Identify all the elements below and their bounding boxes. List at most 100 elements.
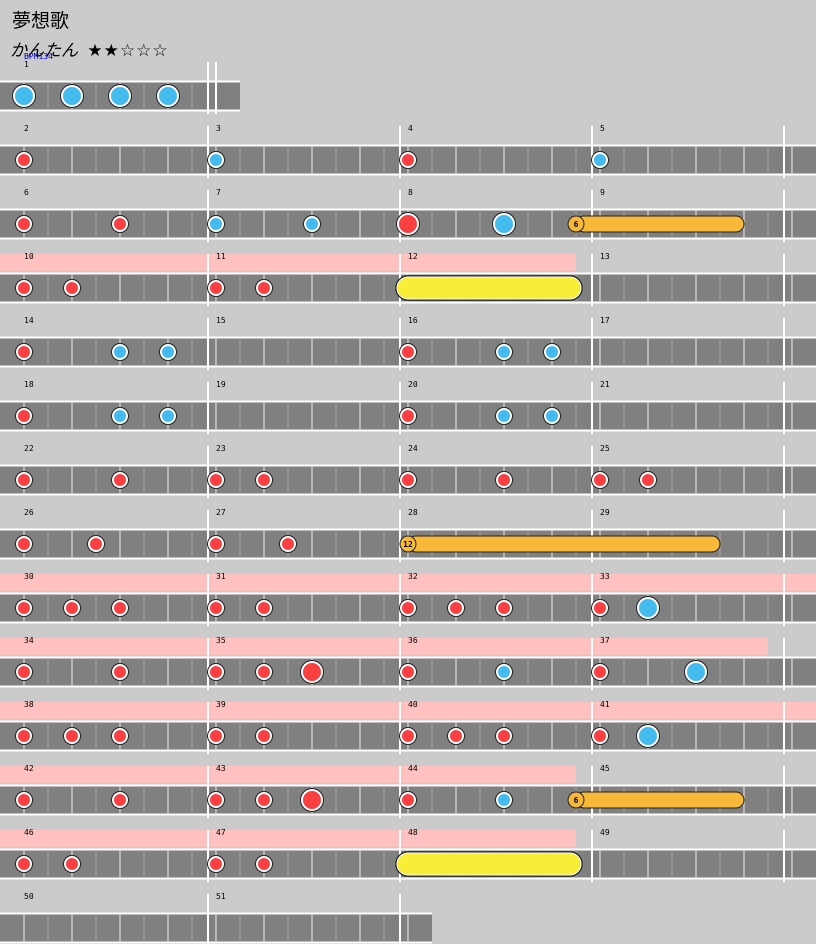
note-face [498, 730, 510, 742]
note-face [18, 218, 30, 230]
measure-number: 24 [408, 444, 418, 453]
big-ka-note [492, 212, 516, 236]
note-face [18, 538, 30, 550]
note-face [594, 730, 606, 742]
measure-number: 46 [24, 828, 34, 837]
don-note [255, 727, 273, 745]
don-note [15, 535, 33, 553]
don-note [207, 791, 225, 809]
ka-note [591, 151, 609, 169]
don-note [255, 471, 273, 489]
measure-number: 18 [24, 380, 34, 389]
don-note [207, 663, 225, 681]
measure-number: 17 [600, 316, 610, 325]
measure-number: 2 [24, 124, 29, 133]
measure-number: 39 [216, 700, 226, 709]
chart-row: 18 19 20 21 [0, 380, 816, 434]
note-face [282, 538, 294, 550]
ka-note [207, 215, 225, 233]
ka-note [159, 343, 177, 361]
don-note [63, 855, 81, 873]
note-face [402, 154, 414, 166]
measure-number: 48 [408, 828, 418, 837]
chart-row: 26 27 28 29 12 [0, 508, 816, 562]
chart-row: 14 15 16 17 [0, 316, 816, 370]
measure-number: 26 [24, 508, 34, 517]
gogo-highlight [0, 766, 576, 783]
note-face [114, 666, 126, 678]
don-note [15, 471, 33, 489]
note-face [498, 410, 510, 422]
don-note [207, 535, 225, 553]
note-face [399, 215, 417, 233]
don-note [399, 791, 417, 809]
don-note [399, 727, 417, 745]
don-note [255, 279, 273, 297]
note-face [402, 474, 414, 486]
big-drumroll-rim [396, 852, 582, 876]
don-note [207, 471, 225, 489]
note-face [210, 730, 222, 742]
note-face [498, 474, 510, 486]
note-face [210, 474, 222, 486]
note-face [498, 794, 510, 806]
note-face [402, 410, 414, 422]
note-face [66, 282, 78, 294]
note-face [210, 794, 222, 806]
don-note [15, 663, 33, 681]
note-face [495, 215, 513, 233]
note-face [162, 346, 174, 358]
chart-row: 42 43 44 45 6 [0, 764, 816, 818]
don-note [63, 279, 81, 297]
difficulty-stars: ★★☆☆☆ [87, 41, 169, 61]
note-face [66, 730, 78, 742]
big-ka-note [156, 84, 180, 108]
don-note [15, 791, 33, 809]
big-ka-note [12, 84, 36, 108]
ka-note [207, 151, 225, 169]
measure-number: 13 [600, 252, 610, 261]
difficulty-line: かんたん ★★☆☆☆ [10, 36, 169, 61]
don-note [399, 663, 417, 681]
ka-note [495, 343, 513, 361]
measure-number: 34 [24, 636, 34, 645]
don-note [639, 471, 657, 489]
note-face [114, 218, 126, 230]
note-face [594, 602, 606, 614]
chart-row: 30 31 32 33 [0, 572, 816, 626]
don-note [15, 599, 33, 617]
don-note [207, 727, 225, 745]
note-face [210, 282, 222, 294]
song-title: 夢想歌 [12, 10, 70, 32]
big-don-note [300, 660, 324, 684]
note-face [210, 154, 222, 166]
don-note [15, 727, 33, 745]
don-note [15, 215, 33, 233]
drumroll-count: 6 [574, 220, 579, 229]
note-face [66, 858, 78, 870]
don-note [279, 535, 297, 553]
big-drumroll-rim [396, 276, 582, 300]
note-face [114, 794, 126, 806]
ka-note [159, 407, 177, 425]
don-note [495, 471, 513, 489]
don-note [63, 599, 81, 617]
big-ka-note [108, 84, 132, 108]
measure-number: 33 [600, 572, 610, 581]
note-face [210, 218, 222, 230]
ka-note [303, 215, 321, 233]
don-note [111, 215, 129, 233]
don-note [207, 599, 225, 617]
don-note [495, 727, 513, 745]
note-face [594, 474, 606, 486]
note-face [303, 663, 321, 681]
drumroll-head [567, 791, 585, 809]
don-note [15, 151, 33, 169]
gogo-highlight [0, 830, 576, 847]
ka-note [111, 407, 129, 425]
measure-number: 49 [600, 828, 610, 837]
note-face [63, 87, 81, 105]
measure-number: 29 [600, 508, 610, 517]
note-face [402, 602, 414, 614]
